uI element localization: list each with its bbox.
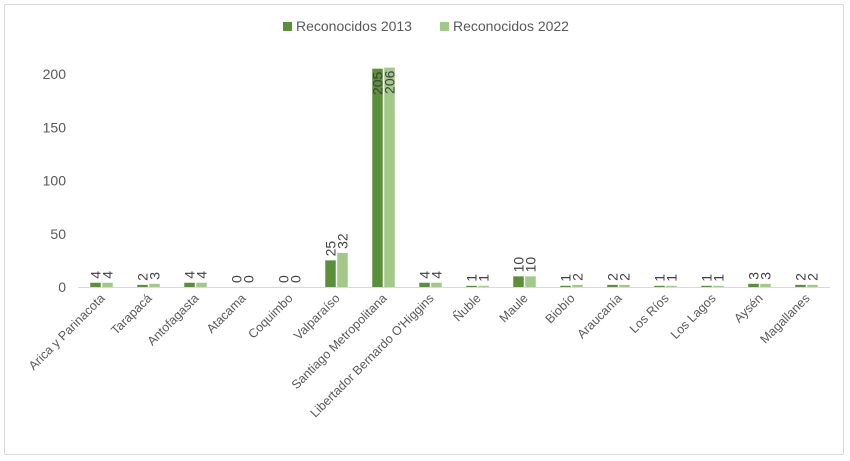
data-label: 32	[335, 233, 351, 249]
legend-swatch-2	[440, 22, 449, 31]
data-label: 3	[147, 272, 163, 280]
bar-2013	[513, 276, 524, 287]
data-label: 206	[382, 70, 398, 94]
bar-2013	[419, 282, 430, 287]
data-label: 1	[711, 274, 727, 282]
x-tick-label: Arica y Parinacota	[26, 291, 108, 373]
y-tick-label: 200	[43, 66, 67, 82]
data-label: 2	[570, 273, 586, 281]
data-label: 1	[558, 274, 574, 282]
y-tick-label: 150	[43, 119, 67, 135]
bar-2022	[713, 285, 724, 287]
x-tick-label: Maule	[497, 291, 531, 325]
chart-frame	[4, 4, 844, 455]
data-label: 205	[370, 71, 386, 95]
bar-2013	[466, 285, 477, 287]
data-label: 10	[523, 257, 539, 273]
bar-2013	[748, 283, 759, 287]
data-label: 2	[617, 273, 633, 281]
legend: Reconocidos 2013 Reconocidos 2022	[283, 18, 569, 34]
x-tick-label: Ñuble	[451, 291, 484, 324]
bar-2022	[760, 283, 771, 287]
bar-2022	[807, 284, 818, 287]
data-label: 2	[793, 273, 809, 281]
data-label: 0	[288, 275, 304, 283]
data-label: 3	[746, 272, 762, 280]
x-tick-label: Biobío	[543, 291, 578, 326]
bar-2022	[196, 282, 207, 287]
x-tick-label: Araucanía	[574, 291, 624, 341]
data-label: 2	[605, 273, 621, 281]
data-label: 10	[511, 257, 527, 273]
data-label: 0	[241, 275, 257, 283]
data-label: 1	[464, 274, 480, 282]
data-label: 1	[652, 274, 668, 282]
data-label: 2	[135, 273, 151, 281]
data-label: 4	[194, 271, 210, 279]
data-label: 2	[805, 273, 821, 281]
data-label: 4	[417, 271, 433, 279]
data-label: 4	[88, 271, 104, 279]
bar-2022	[666, 285, 677, 287]
x-tick-label: Santiago Metropolitana	[289, 291, 390, 392]
data-label: 1	[699, 274, 715, 282]
y-tick-label: 50	[50, 226, 66, 242]
x-tick-label: Tarapacá	[108, 291, 154, 337]
x-tick-label: Coquimbo	[245, 291, 295, 341]
x-tick-label: Aysén	[731, 291, 765, 325]
bar-2013	[372, 68, 383, 287]
bar-2013	[184, 282, 195, 287]
data-label: 3	[758, 272, 774, 280]
legend-swatch-1	[283, 22, 292, 31]
x-tick-label: Atacama	[204, 291, 249, 336]
bars	[90, 67, 818, 287]
bar-2022	[525, 276, 536, 287]
data-label: 4	[100, 271, 116, 279]
data-label: 4	[429, 271, 445, 279]
bar-2013	[654, 285, 665, 287]
bar-2022	[619, 284, 630, 287]
data-label: 0	[276, 275, 292, 283]
bar-2022	[478, 285, 489, 287]
bar-2013	[560, 285, 571, 287]
bar-2013	[90, 282, 101, 287]
legend-label-1: Reconocidos 2013	[296, 18, 412, 34]
bar-2013	[325, 260, 336, 287]
data-label: 1	[664, 274, 680, 282]
bar-2022	[384, 67, 395, 287]
x-tick-label: Los Lagos	[668, 291, 719, 342]
bar-2022	[572, 284, 583, 287]
bar-2013	[701, 285, 712, 287]
data-label: 25	[323, 241, 339, 257]
y-tick-label: 100	[43, 173, 67, 189]
bar-2013	[137, 284, 148, 287]
bar-2022	[102, 282, 113, 287]
x-tick-label: Magallanes	[758, 291, 813, 346]
bar-2022	[149, 283, 160, 287]
data-label: 1	[476, 274, 492, 282]
bar-2022	[337, 252, 348, 287]
bar-2013	[795, 284, 806, 287]
data-label: 0	[229, 275, 245, 283]
y-axis: 0 50 100 150 200	[43, 66, 67, 295]
bar-2013	[607, 284, 618, 287]
data-label: 4	[182, 271, 198, 279]
x-tick-label: Los Ríos	[627, 291, 672, 336]
y-tick-label: 0	[58, 279, 66, 295]
legend-label-2: Reconocidos 2022	[453, 18, 569, 34]
bar-2022	[431, 282, 442, 287]
